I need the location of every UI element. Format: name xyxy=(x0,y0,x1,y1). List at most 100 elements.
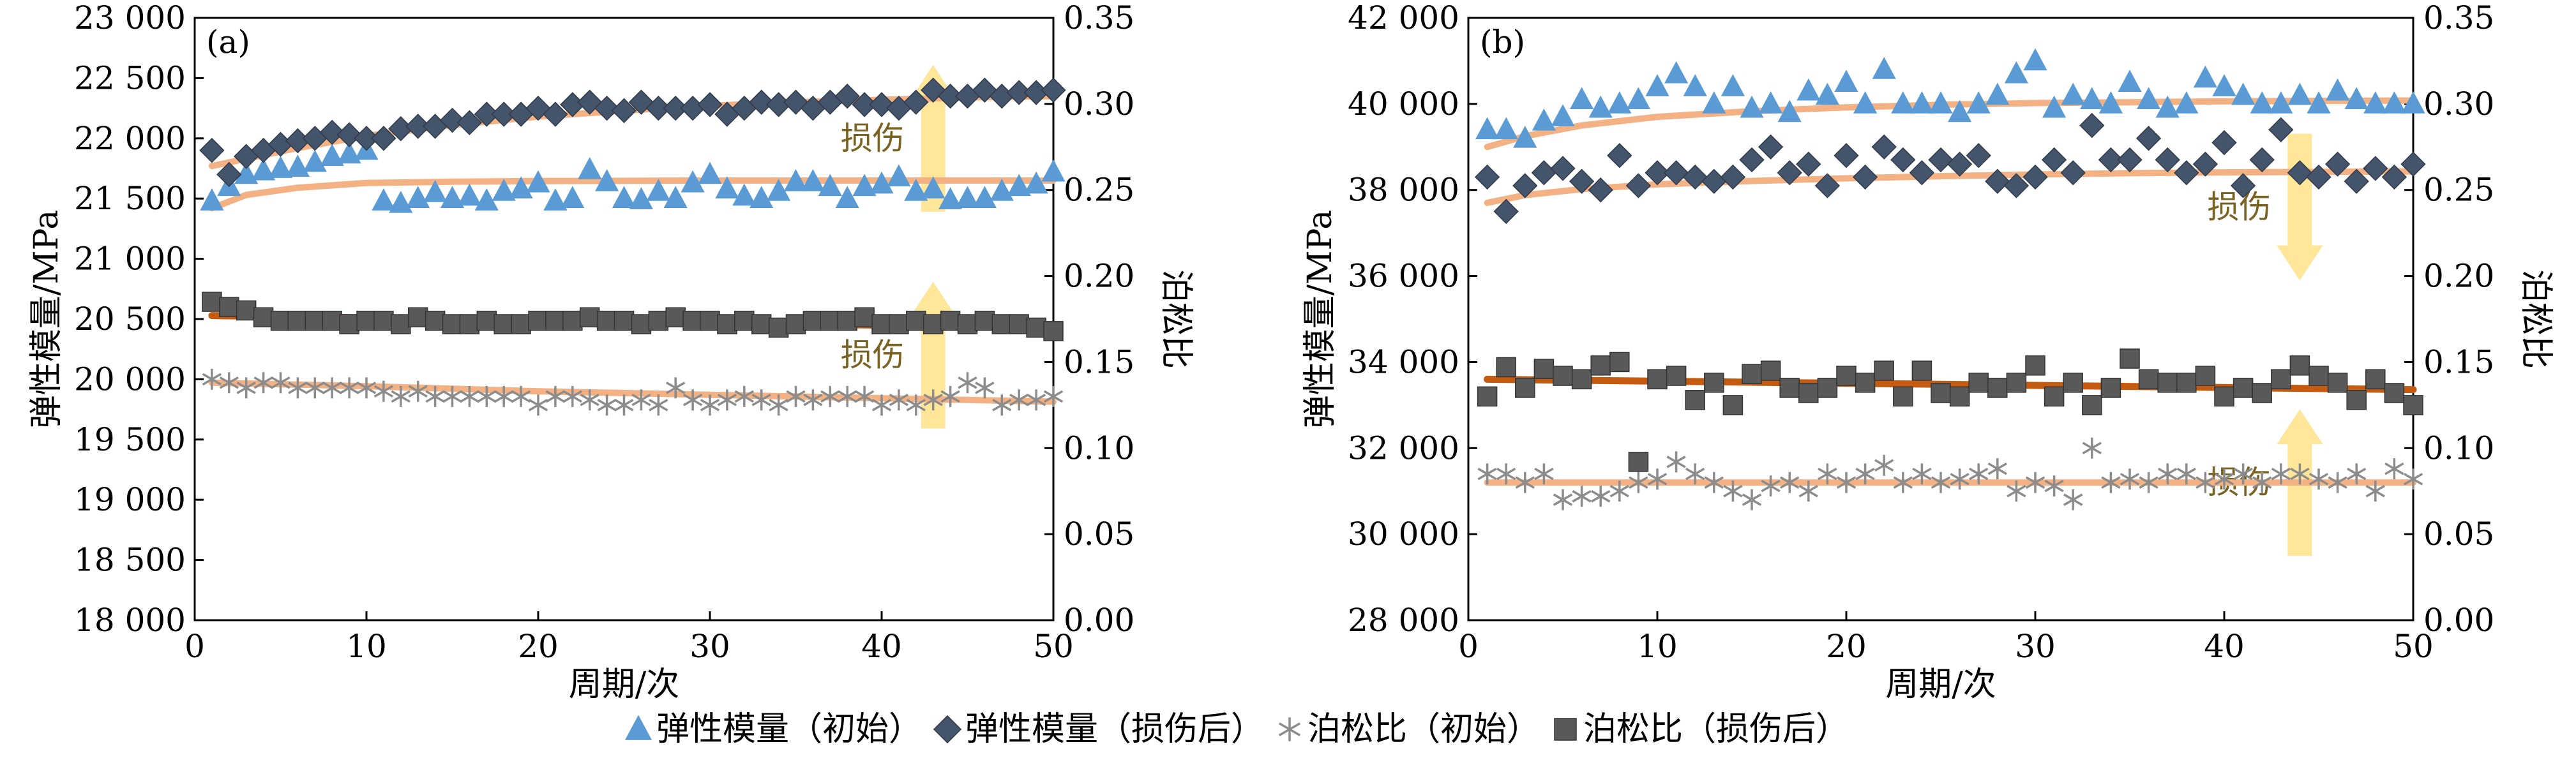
data-point xyxy=(305,310,326,331)
y-tick-label: 21 000 xyxy=(74,241,186,278)
data-point xyxy=(1931,472,1951,493)
data-point xyxy=(2195,366,2216,386)
data-point xyxy=(1663,160,1689,186)
data-point xyxy=(322,310,342,331)
y-tick-label: 30 000 xyxy=(1348,516,1459,553)
data-point xyxy=(1761,475,1781,497)
x-tick-label: 20 xyxy=(518,628,559,665)
data-point xyxy=(287,310,308,331)
data-point xyxy=(459,314,480,334)
data-point xyxy=(871,394,892,416)
damage-arrow xyxy=(2277,133,2323,281)
data-point xyxy=(339,314,359,334)
y2-tick-label: 0.25 xyxy=(1064,172,1134,209)
data-point xyxy=(837,310,857,331)
data-point xyxy=(2155,147,2180,173)
data-point xyxy=(2079,112,2105,138)
data-point xyxy=(611,98,637,124)
data-point xyxy=(2023,48,2047,71)
legend-marker xyxy=(1278,717,1301,741)
data-point xyxy=(2271,463,2291,485)
data-point xyxy=(1532,108,1556,131)
data-point xyxy=(1009,389,1029,411)
data-point xyxy=(974,310,995,331)
y-tick-label: 20 000 xyxy=(74,361,186,398)
x-tick-label: 50 xyxy=(2393,628,2434,665)
data-point xyxy=(2082,395,2102,415)
data-point xyxy=(1009,314,1029,334)
data-point xyxy=(1588,95,1613,118)
series-asterisk xyxy=(202,368,1064,416)
data-point xyxy=(614,394,634,416)
data-point xyxy=(818,174,842,197)
data-point xyxy=(2344,168,2369,194)
data-point xyxy=(1987,458,2007,480)
data-point xyxy=(2063,489,2083,510)
data-point xyxy=(1515,378,1535,398)
y-tick-label: 42 000 xyxy=(1348,0,1459,36)
data-point xyxy=(2022,164,2048,190)
data-point xyxy=(1893,472,1913,493)
data-point xyxy=(975,377,995,399)
data-point xyxy=(801,168,825,191)
data-point xyxy=(783,168,808,191)
data-point xyxy=(337,141,361,164)
data-point xyxy=(339,377,359,399)
data-point xyxy=(1739,147,1765,173)
y2-tick-label: 0.10 xyxy=(1064,429,1134,466)
data-point xyxy=(545,310,566,331)
data-point xyxy=(457,183,481,206)
x-tick-label: 10 xyxy=(1637,628,1678,665)
data-point xyxy=(2118,70,2142,92)
data-point xyxy=(663,95,688,121)
data-point xyxy=(423,179,448,202)
data-point xyxy=(2252,383,2272,403)
data-point xyxy=(354,126,379,151)
data-point xyxy=(2044,386,2065,407)
data-point xyxy=(2309,468,2329,490)
y2-axis-label: 泊松比 xyxy=(1157,269,1195,369)
data-point xyxy=(442,314,463,334)
data-point xyxy=(870,171,894,194)
data-point xyxy=(1474,164,1500,190)
data-point xyxy=(391,385,411,407)
data-point xyxy=(2082,437,2102,459)
data-point xyxy=(1872,57,1896,79)
data-point xyxy=(1796,151,1821,177)
data-point xyxy=(2309,366,2329,386)
data-point xyxy=(2135,126,2162,151)
data-point xyxy=(838,385,857,407)
data-point xyxy=(372,188,396,211)
data-point xyxy=(1572,486,1592,507)
x-tick-label: 0 xyxy=(185,628,205,665)
data-point xyxy=(1553,366,1573,386)
data-point xyxy=(734,310,755,331)
data-point xyxy=(271,372,290,394)
data-point xyxy=(2233,463,2253,485)
data-point xyxy=(1591,486,1611,507)
data-point xyxy=(906,394,926,416)
data-point xyxy=(1477,386,1498,407)
data-point xyxy=(663,186,688,209)
data-point xyxy=(717,389,737,411)
data-point xyxy=(921,176,945,198)
data-point xyxy=(958,372,977,394)
data-point xyxy=(2346,390,2367,410)
data-point xyxy=(2326,78,2350,101)
data-point xyxy=(1043,385,1064,407)
data-point xyxy=(202,292,222,312)
data-point xyxy=(1948,100,1972,123)
y-tick-label: 18 000 xyxy=(74,602,186,639)
data-point xyxy=(852,92,877,117)
data-point xyxy=(373,310,394,331)
series-diamond xyxy=(199,77,1066,188)
panel-label: (b) xyxy=(1480,24,1525,61)
legend-label: 泊松比（初始） xyxy=(1307,710,1540,748)
data-point xyxy=(2287,82,2312,105)
data-point xyxy=(923,389,943,411)
data-point xyxy=(646,179,670,201)
data-point xyxy=(2384,383,2405,403)
data-point xyxy=(783,89,809,115)
data-point xyxy=(408,380,428,402)
data-point xyxy=(1666,451,1686,473)
